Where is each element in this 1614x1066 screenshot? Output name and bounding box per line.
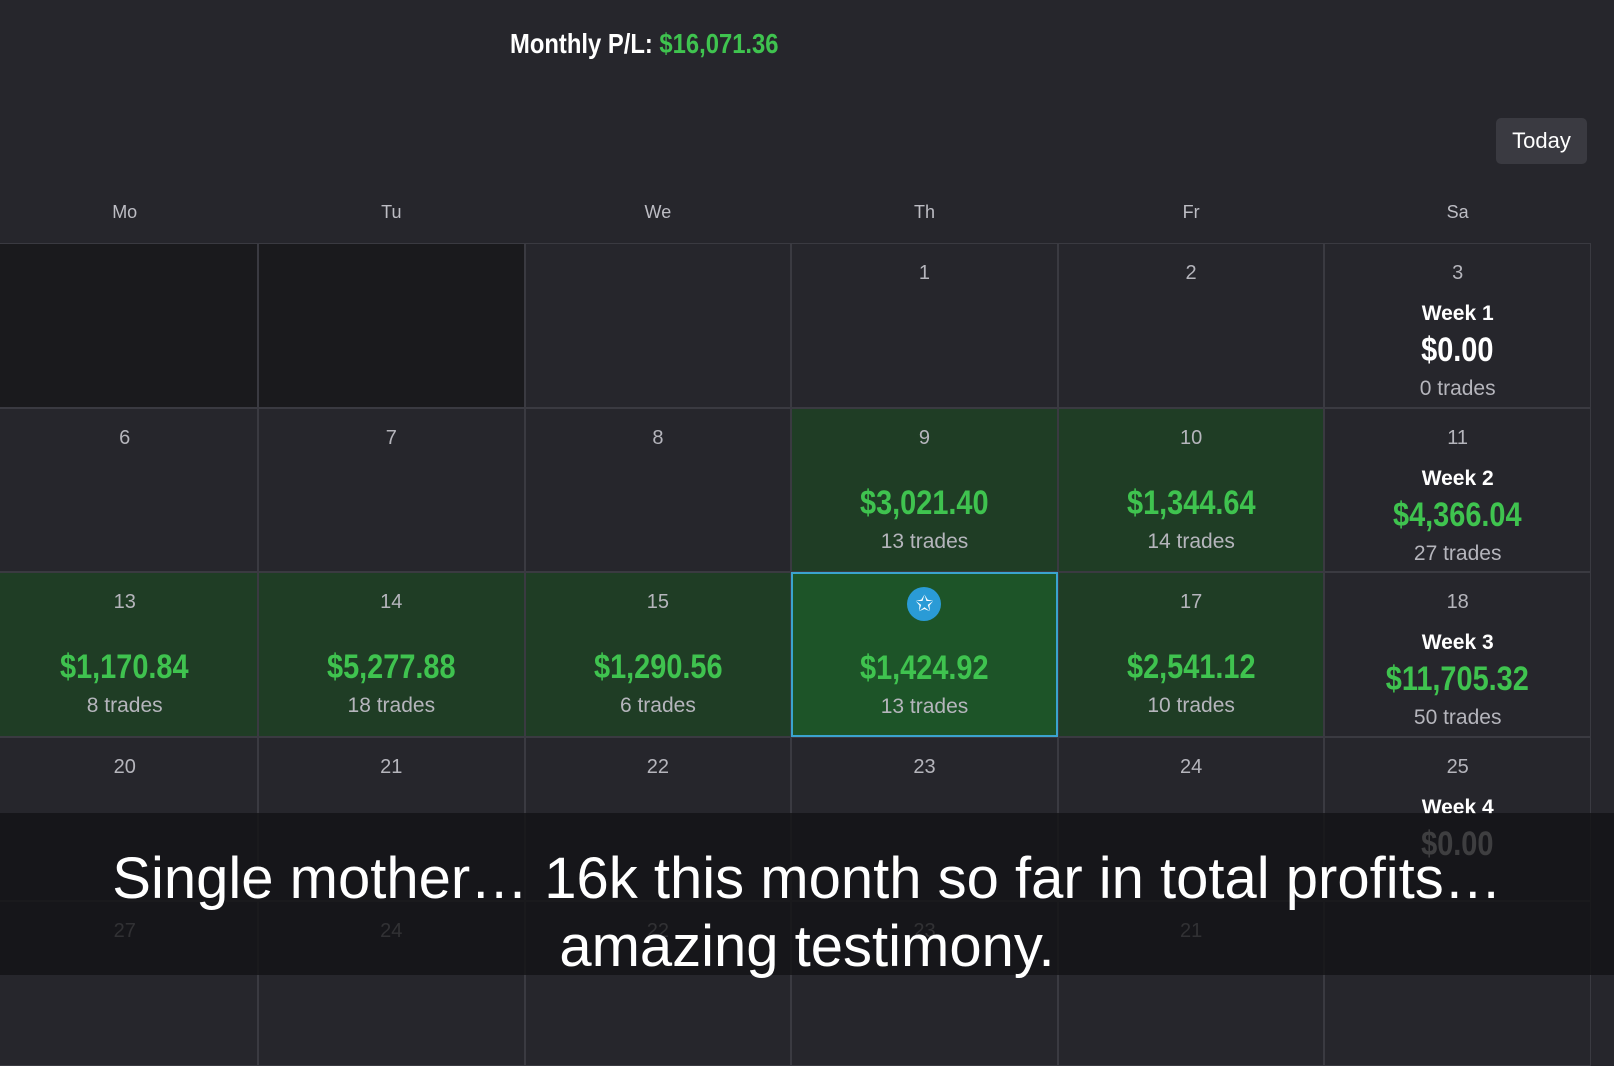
weekday-label: Th: [913, 202, 935, 222]
day-number: 3: [1452, 262, 1464, 284]
day-number: 25: [1446, 755, 1469, 778]
star-icon: ✩: [907, 587, 942, 622]
day-cell[interactable]: 15 $1,290.56 6 trades: [524, 572, 792, 737]
day-cell[interactable]: [524, 243, 792, 408]
page: Monthly P/L: $16,071.36 Today Mo Tu We Th Fr…: [0, 28, 1614, 1066]
day-pl: $2,541.12: [1126, 648, 1256, 687]
day-number: 11: [1447, 426, 1469, 449]
day-pl: $1,424.92: [860, 649, 989, 688]
week-trades: 27 trades: [1413, 541, 1502, 565]
day-number: 20: [113, 755, 136, 778]
day-cell[interactable]: 7: [258, 407, 525, 573]
caption-band: [0, 813, 1614, 975]
day-trades: 13 trades: [880, 695, 969, 719]
day-cell[interactable]: 11 Week 2 $4,366.04 27 trades: [1324, 407, 1591, 573]
week-pl: $11,705.32: [1386, 660, 1530, 699]
day-trades: 8 trades: [86, 694, 163, 718]
day-trades: 18 trades: [347, 694, 436, 718]
day-cell[interactable]: 3 Week 1 $0.00 0 trades: [1324, 243, 1591, 408]
day-pl: $3,021.40: [860, 483, 989, 522]
weekday-label: Fr: [1182, 202, 1200, 222]
day-cell[interactable]: 14 $5,277.88 18 trades: [258, 572, 525, 737]
day-cell[interactable]: 2: [1057, 243, 1325, 408]
today-button[interactable]: Today: [1496, 118, 1587, 164]
weekday-label: Mo: [112, 202, 138, 222]
day-cell[interactable]: 18 Week 3 $11,705.32 50 trades: [1324, 572, 1591, 737]
week-label: Week 3: [1421, 631, 1494, 655]
day-number: 18: [1446, 591, 1469, 614]
day-pl: $1,170.84: [60, 648, 189, 687]
day-number: 7: [385, 426, 397, 449]
day-cell[interactable]: 17 $2,541.12 10 trades: [1057, 572, 1325, 737]
day-pl: $5,277.88: [327, 648, 456, 687]
day-number: 15: [646, 591, 670, 614]
day-number: 9: [918, 426, 931, 449]
caption: Single mother… 16k this month so far in …: [112, 846, 1502, 979]
day-number: 22: [646, 755, 670, 778]
day-number: 1: [918, 262, 931, 284]
day-cell[interactable]: 6: [0, 407, 258, 573]
day-cell[interactable]: ✩ $1,424.92 13 trades: [791, 572, 1058, 737]
week-trades: 50 trades: [1413, 706, 1502, 730]
week-label: Week 1: [1421, 302, 1494, 325]
day-number: 8: [652, 426, 664, 449]
day-cell[interactable]: 9 $3,021.40 13 trades: [791, 407, 1058, 573]
day-trades: 10 trades: [1147, 694, 1235, 718]
day-number: 23: [913, 755, 936, 778]
day-cell[interactable]: 13 $1,170.84 8 trades: [0, 572, 258, 737]
day-number: 24: [1179, 755, 1203, 778]
day-trades: 6 trades: [619, 694, 696, 718]
weekday-label: Sa: [1446, 202, 1469, 222]
weekday-label: Tu: [381, 202, 402, 222]
day-number: 6: [119, 426, 131, 449]
day-number: 14: [380, 591, 403, 614]
day-pl: $1,344.64: [1126, 483, 1256, 522]
monthly-pl-value: $16,071.36: [659, 28, 779, 59]
week-pl: $4,366.04: [1393, 495, 1522, 534]
day-trades: 14 trades: [1147, 529, 1235, 553]
day-number: 10: [1179, 426, 1203, 449]
week-pl: $0.00: [1421, 331, 1494, 369]
day-number: 17: [1179, 591, 1203, 614]
day-cell[interactable]: 10 $1,344.64 14 trades: [1057, 407, 1325, 573]
day-number: 2: [1185, 262, 1197, 284]
day-pl: $1,290.56: [593, 648, 723, 687]
day-number: 13: [113, 591, 136, 614]
day-cell[interactable]: 1: [791, 243, 1058, 408]
week-label: Week 2: [1421, 466, 1494, 490]
day-cell[interactable]: 8: [524, 407, 792, 573]
day-cell[interactable]: [0, 243, 258, 408]
day-number: 21: [380, 755, 403, 778]
week-trades: 0 trades: [1419, 377, 1496, 400]
day-cell[interactable]: [258, 243, 525, 408]
day-trades: 13 trades: [880, 529, 969, 553]
monthly-pl: Monthly P/L: $16,071.36: [510, 28, 779, 60]
weekday-label: We: [644, 202, 672, 222]
monthly-pl-label: Monthly P/L:: [510, 28, 653, 59]
